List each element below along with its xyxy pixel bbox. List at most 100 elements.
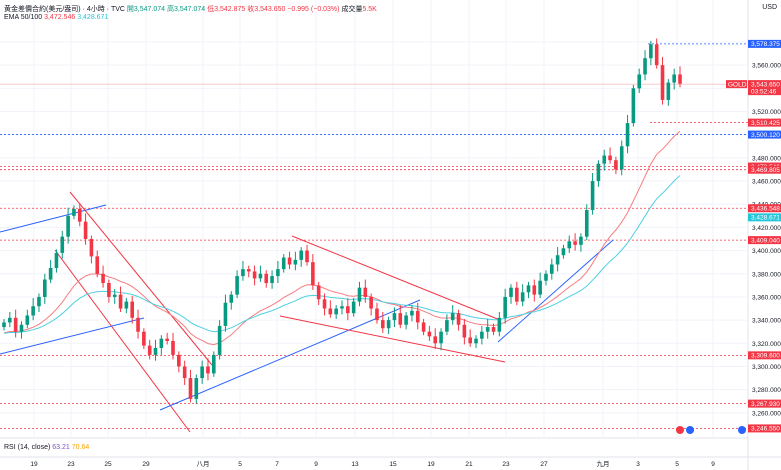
- candle-body: [206, 366, 210, 374]
- candle-body: [293, 259, 298, 265]
- price-label-box: [748, 351, 781, 360]
- channel-line: [279, 315, 506, 363]
- event-icon: [676, 426, 684, 434]
- candle-body: [136, 317, 140, 332]
- candle-body: [386, 320, 391, 329]
- candle-body: [619, 146, 624, 170]
- candle-body: [584, 210, 589, 237]
- rsi-value: 63.21: [52, 444, 70, 451]
- candle-body: [398, 313, 403, 325]
- candle-body: [246, 269, 251, 272]
- candle-body: [60, 236, 65, 253]
- candle-body: [450, 313, 455, 321]
- x-tick-label: 15: [389, 461, 397, 468]
- candle-body: [194, 378, 199, 399]
- candle-body: [579, 236, 583, 245]
- ema-legend[interactable]: EMA 50/100 3,472.546 3,428.671: [4, 14, 108, 21]
- candle-body: [666, 82, 671, 100]
- rsi-ma-value: 70.64: [71, 444, 90, 451]
- open-label: 開: [126, 6, 134, 13]
- y-tick-label: 3,300.000: [752, 364, 781, 371]
- candle-body: [649, 44, 653, 59]
- close-label: 收: [247, 6, 255, 13]
- candle-body: [299, 250, 304, 260]
- candle-body: [165, 338, 169, 341]
- candle-body: [351, 301, 356, 314]
- candle-body: [211, 354, 216, 374]
- trendline: [497, 239, 614, 343]
- candle-body: [223, 302, 228, 326]
- price-label-box: [748, 399, 781, 408]
- candle-body: [147, 345, 152, 355]
- price-label-text: 3,428.671: [751, 215, 780, 222]
- event-icon: [686, 426, 694, 434]
- candle-body: [13, 317, 18, 332]
- x-tick-label: 5: [238, 461, 242, 468]
- price-label-box: [748, 236, 781, 245]
- candle-body: [468, 337, 473, 344]
- ema100-line: [3, 175, 681, 334]
- candle-body: [241, 269, 245, 277]
- candle-body: [328, 308, 333, 315]
- candle-body: [369, 296, 373, 309]
- candle-body: [153, 347, 158, 355]
- candle-body: [538, 280, 542, 295]
- candle-body: [264, 273, 269, 284]
- y-tick-label: 3,560.000: [752, 63, 781, 70]
- candle-body: [25, 315, 30, 325]
- price-label-text: 3,469.805: [751, 167, 780, 174]
- price-label-text: 3,267.930: [751, 401, 780, 408]
- candle-body: [72, 208, 76, 216]
- close-value: 3,543.650: [254, 6, 286, 13]
- candle-body: [497, 317, 502, 332]
- channel-line: [291, 235, 501, 321]
- price-label-text: 3,309.600: [751, 353, 780, 360]
- low-label: 低: [207, 6, 215, 13]
- y-tick-label: 3,340.000: [752, 318, 781, 325]
- candle-body: [258, 273, 263, 279]
- rsi-legend[interactable]: RSI (14, close) 63.21 70.64: [4, 444, 89, 451]
- candle-body: [48, 267, 53, 280]
- candle-body: [555, 255, 560, 265]
- x-tick-label: 9: [314, 461, 318, 468]
- symbol-title: 黄金差價合約(美元/盎司) · 4小時 · TVC: [4, 6, 125, 13]
- price-label-text: 3,543.650: [751, 81, 780, 88]
- price-label-text: 3,409.040: [751, 237, 780, 244]
- candle-body: [485, 327, 490, 332]
- candle-body: [602, 155, 607, 164]
- volume-label: 成交量: [341, 6, 363, 13]
- candle-body: [462, 324, 467, 338]
- candle-body: [415, 310, 420, 323]
- candle-body: [631, 88, 636, 124]
- candle-body: [363, 287, 368, 297]
- candle-body: [410, 310, 414, 316]
- price-label-box: [748, 204, 781, 213]
- candle-body: [672, 74, 676, 83]
- candle-body: [322, 299, 327, 309]
- candle-body: [334, 308, 338, 315]
- candle-body: [549, 264, 554, 274]
- trendline: [0, 317, 145, 355]
- candle-body: [474, 338, 478, 344]
- candle-body: [503, 296, 507, 318]
- low-value: 3,542.875: [214, 6, 246, 13]
- candle-body: [2, 322, 6, 328]
- y-tick-label: 3,420.000: [752, 225, 781, 232]
- candle-body: [8, 317, 12, 323]
- candle-body: [608, 155, 612, 161]
- x-tick-label: 八月: [197, 460, 210, 468]
- candle-body: [276, 269, 280, 277]
- y-tick-label: 3,520.000: [752, 109, 781, 116]
- candle-body: [375, 308, 379, 321]
- x-tick-label: 27: [540, 461, 548, 468]
- candle-body: [171, 340, 175, 355]
- volume-value: 5.5K: [362, 6, 377, 13]
- candle-body: [596, 163, 601, 182]
- candle-body: [480, 331, 484, 339]
- candle-body: [77, 208, 82, 222]
- y-tick-label: 3,400.000: [752, 248, 781, 255]
- candle-body: [95, 256, 100, 274]
- change-value: −0.995 (−0.03%): [287, 6, 340, 13]
- currency-label[interactable]: USD: [762, 4, 777, 11]
